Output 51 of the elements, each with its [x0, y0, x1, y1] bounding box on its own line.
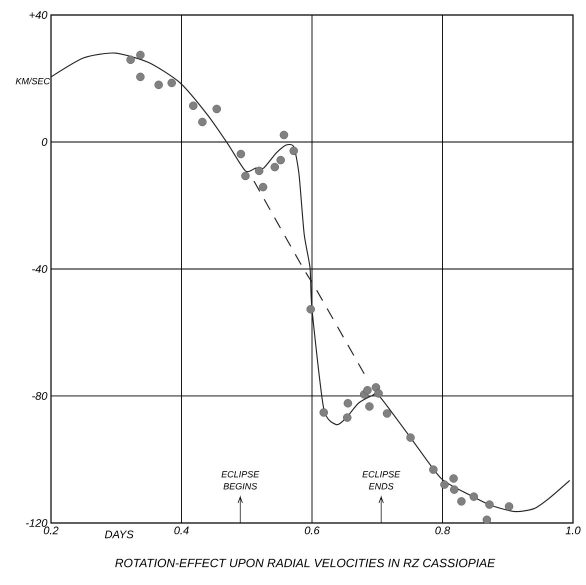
point: [254, 166, 264, 176]
point: [306, 305, 315, 314]
point: [136, 50, 145, 60]
point: [154, 80, 163, 90]
point: [198, 118, 207, 126]
point: [343, 413, 352, 422]
point: [126, 56, 135, 64]
y-tick-label: -40: [32, 265, 48, 273]
line-series: [253, 180, 365, 374]
point: [457, 497, 466, 506]
point: [449, 474, 458, 483]
point: [406, 433, 415, 442]
point: [212, 104, 221, 114]
point: [276, 156, 285, 164]
point: [470, 492, 478, 501]
point: [485, 500, 494, 509]
line-series: [50, 52, 570, 512]
x-tick-label: 0.6: [304, 526, 320, 534]
point: [241, 172, 250, 180]
point: [136, 72, 145, 82]
text: ROTATION-EFFECT UPON RADIAL VELOCITIES IN RZ CASSIOPIAE: [115, 558, 496, 568]
y-tick-label: -80: [32, 392, 48, 400]
ref-line-label: ECLIPSE ENDS: [362, 471, 400, 490]
point: [280, 130, 288, 140]
ref-line-label: ECLIPSE BEGINS: [222, 471, 260, 490]
point: [374, 389, 383, 398]
x-tick-label: 0.8: [435, 526, 450, 534]
point: [504, 502, 514, 511]
point: [168, 78, 176, 88]
point: [429, 465, 438, 474]
point: [320, 408, 328, 417]
point: [258, 182, 268, 192]
y-tick-label: -120: [26, 519, 48, 527]
point: [450, 485, 458, 494]
x-tick-label: 0.4: [174, 526, 189, 534]
point: [382, 409, 392, 418]
x-tick-label: 0.2: [44, 526, 58, 534]
point: [344, 399, 352, 408]
point: [189, 102, 198, 110]
y-tick-label: +40: [30, 11, 48, 19]
x-tick-label: 1.0: [566, 526, 581, 534]
point: [365, 402, 374, 411]
point: [290, 146, 298, 156]
y-tick-label: 0: [42, 138, 48, 146]
x-axis-title: DAYS: [104, 530, 134, 538]
point: [440, 480, 449, 489]
y-axis-title: KM/SEC: [16, 78, 50, 84]
point: [363, 386, 372, 394]
point: [270, 162, 280, 172]
point: [482, 516, 492, 524]
point: [236, 150, 246, 158]
